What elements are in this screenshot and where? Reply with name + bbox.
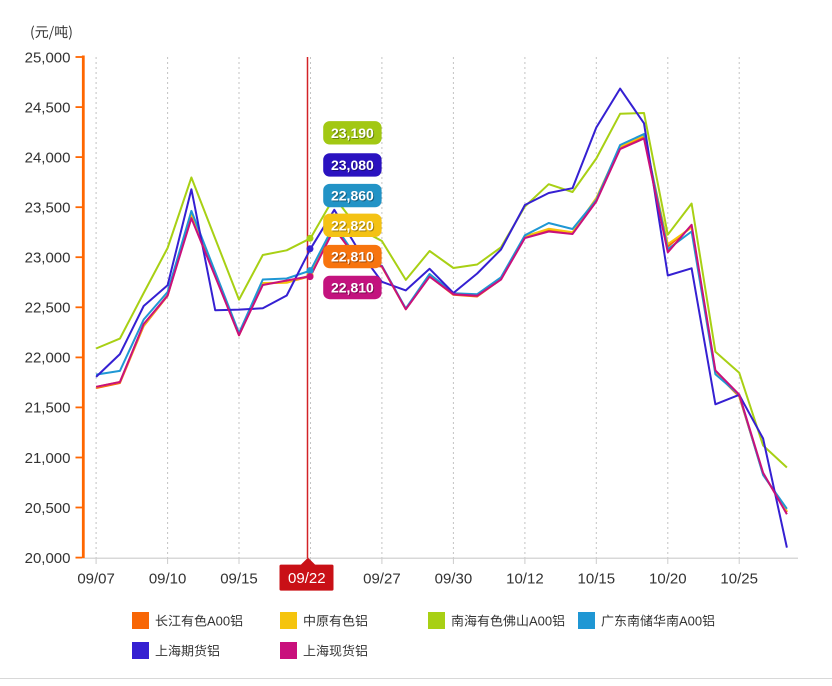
svg-text:22,820: 22,820 bbox=[331, 217, 374, 233]
svg-text:24,500: 24,500 bbox=[25, 99, 71, 116]
svg-text:23,080: 23,080 bbox=[332, 158, 375, 174]
svg-text:09/10: 09/10 bbox=[149, 571, 187, 588]
svg-text:25,000: 25,000 bbox=[25, 49, 71, 66]
svg-text:23,500: 23,500 bbox=[25, 200, 71, 217]
svg-text:20,500: 20,500 bbox=[25, 500, 71, 517]
svg-text:22,500: 22,500 bbox=[25, 300, 71, 317]
svg-text:22,810: 22,810 bbox=[331, 280, 374, 296]
svg-text:A00: A00 bbox=[207, 614, 230, 629]
svg-text:23,190: 23,190 bbox=[332, 126, 375, 142]
svg-text:20,000: 20,000 bbox=[25, 550, 71, 567]
svg-text:10/15: 10/15 bbox=[578, 571, 616, 588]
svg-text:09/15: 09/15 bbox=[220, 571, 258, 588]
svg-text:24,000: 24,000 bbox=[25, 149, 71, 166]
svg-text:21,000: 21,000 bbox=[25, 450, 71, 467]
svg-text:22,860: 22,860 bbox=[332, 189, 375, 205]
svg-text:10/25: 10/25 bbox=[720, 571, 758, 588]
svg-text:09/22: 09/22 bbox=[288, 570, 326, 587]
svg-text:A00: A00 bbox=[529, 614, 552, 629]
svg-text:10/12: 10/12 bbox=[506, 571, 544, 588]
svg-text:22,820: 22,820 bbox=[332, 218, 375, 234]
svg-text:A00: A00 bbox=[679, 614, 702, 629]
svg-text:23,000: 23,000 bbox=[25, 250, 71, 267]
svg-text:09/07: 09/07 bbox=[77, 571, 115, 588]
svg-text:23,190: 23,190 bbox=[331, 125, 374, 141]
svg-text:22,860: 22,860 bbox=[331, 188, 374, 204]
svg-text:23,080: 23,080 bbox=[331, 157, 374, 173]
svg-text:22,810: 22,810 bbox=[331, 249, 374, 265]
svg-text:09/30: 09/30 bbox=[435, 571, 473, 588]
svg-text:09/27: 09/27 bbox=[363, 571, 401, 588]
svg-text:10/20: 10/20 bbox=[649, 571, 687, 588]
svg-text:22,810: 22,810 bbox=[332, 250, 375, 266]
svg-text:22,810: 22,810 bbox=[332, 281, 375, 297]
svg-text:21,500: 21,500 bbox=[25, 400, 71, 417]
svg-text:22,000: 22,000 bbox=[25, 350, 71, 367]
